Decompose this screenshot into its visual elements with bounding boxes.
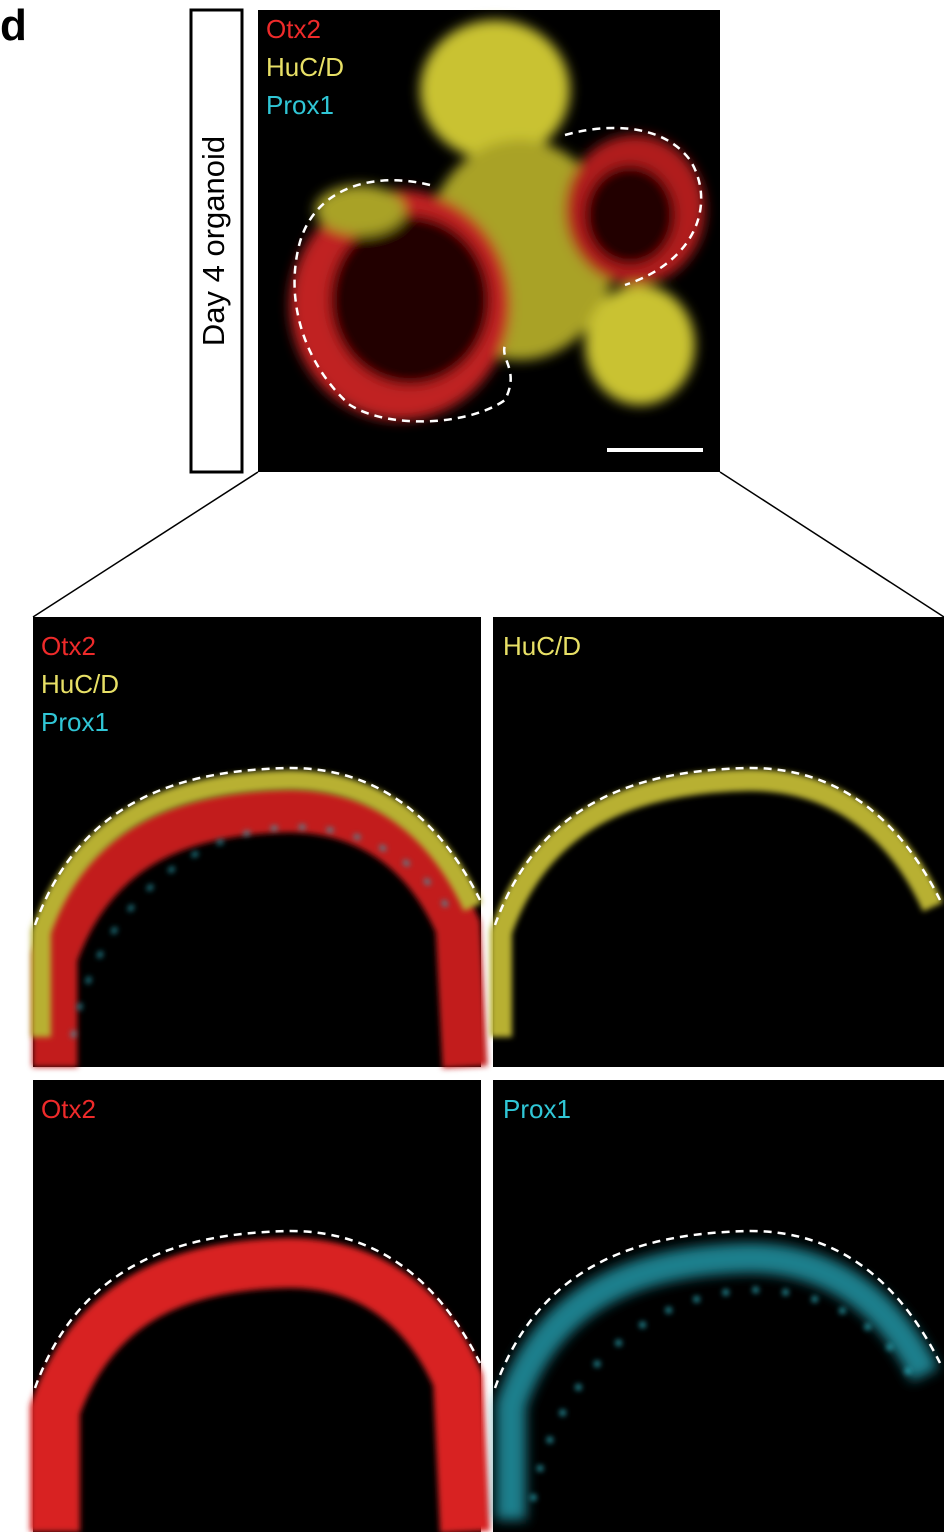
channel-label: Otx2 bbox=[41, 631, 96, 661]
channel-label: Prox1 bbox=[503, 1094, 571, 1124]
legend-entry: HuC/D bbox=[266, 52, 344, 82]
zoom-line bbox=[719, 471, 944, 618]
legend-entry: Prox1 bbox=[266, 90, 334, 120]
zoom-line bbox=[32, 471, 259, 618]
channel-label: HuC/D bbox=[503, 631, 581, 661]
channel-label: HuC/D bbox=[41, 669, 119, 699]
panel-label: d bbox=[0, 1, 27, 50]
side-label: Day 4 organoid bbox=[196, 136, 231, 346]
otx2-panel: Otx2 bbox=[30, 1080, 490, 1532]
legend-entry: Otx2 bbox=[266, 14, 321, 44]
overview-image: Otx2 HuC/D Prox1 bbox=[258, 10, 720, 472]
hucd-panel: HuC/D bbox=[490, 617, 944, 1067]
side-label-box bbox=[189, 8, 244, 474]
channel-label: Prox1 bbox=[41, 707, 109, 737]
merged-panel: Otx2 HuC/D Prox1 bbox=[31, 617, 488, 1069]
prox1-panel: Prox1 bbox=[493, 1080, 944, 1532]
channel-label: Otx2 bbox=[41, 1094, 96, 1124]
